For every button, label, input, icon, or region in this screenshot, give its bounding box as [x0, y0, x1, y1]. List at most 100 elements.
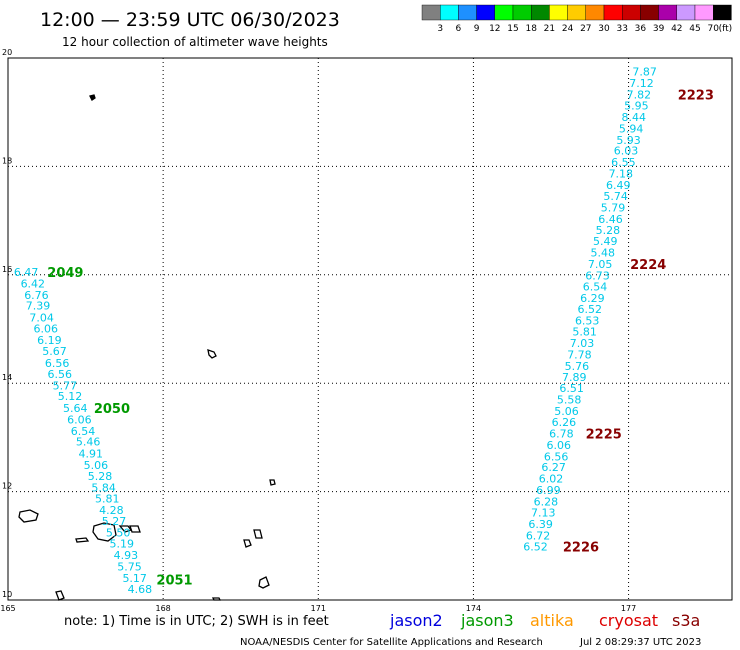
wave-height-value: 5.27 [102, 515, 127, 528]
track-pass-label: 2225 [586, 428, 622, 443]
footer-credit: NOAA/NESDIS Center for Satellite Applica… [240, 637, 543, 648]
colorbar-label: 27 [580, 24, 591, 34]
colorbar-swatch [640, 4, 659, 21]
colorbar-label: 3 [437, 24, 443, 34]
wave-height-value: 6.42 [21, 277, 46, 290]
wave-height-value: 6.54 [71, 425, 96, 438]
colorbar-label: 9 [474, 24, 480, 34]
colorbar-swatch [458, 4, 477, 21]
colorbar-label: 70 [707, 24, 719, 34]
colorbar-swatch [531, 4, 550, 21]
wave-height-value: 5.12 [58, 390, 83, 403]
y-tick-label: 20 [2, 48, 12, 57]
colorbar-swatch [713, 4, 732, 21]
colorbar-swatch [494, 4, 514, 21]
wave-height-value: 6.06 [67, 414, 92, 427]
wave-height-value: 7.12 [629, 77, 654, 90]
legend-item-jason3: jason3 [460, 611, 514, 630]
x-tick-label: 171 [311, 604, 326, 613]
wave-height-value: 6.39 [528, 518, 553, 531]
wave-height-value: 5.75 [117, 560, 142, 573]
wave-height-value: 6.56 [47, 368, 72, 381]
track-pass-label: 2051 [156, 573, 192, 588]
plot-frame [7, 57, 733, 601]
island-outline [55, 590, 65, 601]
colorbar-swatch [421, 4, 441, 21]
wave-height-value: 4.91 [78, 448, 103, 461]
wave-height-value: 5.94 [619, 122, 644, 135]
wave-height-value: 8.44 [621, 111, 646, 124]
colorbar-swatch [658, 4, 677, 21]
wave-height-value: 5.50 [106, 526, 131, 539]
wave-height-value: 6.49 [606, 179, 631, 192]
island-outline [207, 349, 217, 359]
wave-height-value: 5.58 [557, 393, 582, 406]
wave-height-value: 5.74 [603, 190, 628, 203]
track-pass-label: 2226 [563, 540, 599, 555]
wave-height-value: 4.93 [114, 549, 139, 562]
wave-height-value: 5.93 [616, 134, 641, 147]
chart-subtitle: 12 hour collection of altimeter wave hei… [62, 35, 328, 49]
track-pass-label: 2224 [630, 258, 666, 273]
wave-height-value: 6.03 [614, 145, 639, 158]
colorbar-label: 30 [598, 24, 610, 34]
footer-note: note: 1) Time is in UTC; 2) SWH is in fe… [64, 614, 329, 629]
island-outline [18, 509, 39, 523]
wave-height-value: 5.49 [593, 235, 618, 248]
colorbar: 3 6 9 12 15 18 21 24 27 30 33 36 39 42 45 70 (ft) [421, 4, 732, 34]
x-tick-label: 165 [0, 604, 15, 613]
track-pass-label: 2049 [47, 266, 83, 281]
track-pass-label: 2223 [678, 88, 714, 103]
colorbar-label: 15 [507, 24, 518, 34]
wave-height-value: 5.95 [624, 100, 649, 113]
colorbar-label: 39 [653, 24, 665, 34]
y-tick-label: 14 [2, 373, 12, 382]
island-outline [75, 537, 90, 543]
wave-height-value: 6.52 [578, 303, 603, 316]
wave-height-value: 5.67 [42, 345, 67, 358]
y-tick-label: 18 [2, 156, 12, 165]
wave-height-value: 6.28 [534, 495, 559, 508]
colorbar-swatch [512, 4, 532, 21]
wave-height-value: 5.19 [110, 538, 135, 551]
wave-height-value: 7.82 [627, 88, 652, 101]
wave-height-value: 7.13 [531, 507, 556, 520]
wave-height-value: 5.28 [596, 224, 621, 237]
island-outline [243, 539, 252, 548]
wave-height-value: 5.77 [53, 379, 78, 392]
wave-height-value: 6.54 [583, 281, 608, 294]
wave-height-value: 6.46 [598, 213, 623, 226]
wave-height-value: 6.19 [37, 334, 62, 347]
colorbar-swatch [622, 4, 641, 21]
wave-height-value: 6.76 [24, 289, 49, 302]
colorbar-swatch [440, 4, 459, 21]
track-pass-label: 2050 [94, 402, 130, 417]
island-outline [269, 479, 276, 486]
wave-height-value: 7.03 [570, 337, 595, 350]
colorbar-label: 6 [456, 24, 462, 34]
wave-height-value: 6.72 [526, 530, 551, 543]
wave-height-value: 5.06 [84, 459, 109, 472]
colorbar-label: 36 [635, 24, 647, 34]
wave-height-value: 5.28 [88, 470, 113, 483]
wave-height-value: 5.81 [572, 326, 597, 339]
wave-height-value: 5.06 [554, 405, 579, 418]
island-outline [258, 576, 270, 589]
wave-height-value: 5.76 [565, 360, 590, 373]
wave-height-value: 6.06 [34, 322, 59, 335]
wave-height-value: 6.02 [539, 473, 564, 486]
colorbar-swatch [694, 4, 714, 21]
legend-item-altika: altika [530, 611, 574, 630]
colorbar-label: 33 [616, 24, 627, 34]
legend-item-cryosat: cryosat [599, 611, 658, 630]
wave-height-value: 6.26 [552, 416, 577, 429]
wave-height-value: 6.78 [549, 428, 574, 441]
wave-height-value: 5.17 [122, 572, 147, 585]
wave-height-value: 4.68 [128, 583, 153, 596]
colorbar-swatch [549, 4, 568, 21]
colorbar-label: 45 [689, 24, 700, 34]
colorbar-swatch [603, 4, 623, 21]
x-tick-label: 168 [156, 604, 171, 613]
